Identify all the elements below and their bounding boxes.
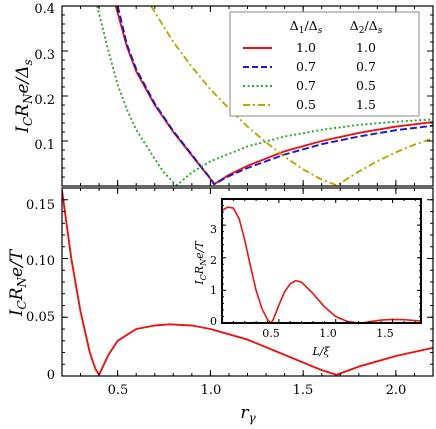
inset-x-axis-label: L/ξ — [311, 345, 330, 358]
inset-y-tick-label: 0 — [210, 315, 217, 328]
inset-y-tick-label: 1 — [210, 284, 217, 297]
bottom-x-tick-label: 0.5 — [108, 383, 129, 398]
bottom-tick-marks — [62, 187, 434, 377]
legend-header-d2: Δ2/Δs — [350, 18, 383, 36]
series-line-2 — [116, 6, 433, 186]
legend-row-4-d2: 1.5 — [356, 97, 376, 112]
series-line-3 — [96, 6, 433, 186]
legend-row-2-d2: 0.7 — [356, 59, 376, 74]
bottom-y-tick-label: 0.10 — [26, 254, 55, 269]
inset-y-axis-label: ICRNe/T — [193, 240, 208, 286]
top-series-group — [96, 6, 433, 186]
bottom-y-axis-label: ICRNe/T — [7, 248, 29, 317]
top-y-tick-label: 0.3 — [34, 48, 55, 63]
bottom-y-tick-label: 0.05 — [26, 310, 55, 325]
inset-tick-marks — [222, 198, 421, 324]
inset-plot-frame — [221, 198, 422, 324]
series-line-4 — [150, 6, 433, 186]
legend-box — [229, 11, 420, 117]
top-panel: 0.4 0.3 0.2 0.1 ICRNe/Δs Δ1/Δs Δ2/Δs 1.0… — [13, 2, 434, 187]
bottom-x-tick-label: 1.5 — [293, 383, 314, 398]
bottom-panel: 0.15 0.10 0.05 0 0.5 1.0 1.5 2.0 ICRNe/T… — [7, 187, 434, 425]
bottom-x-axis-label: rγ — [240, 403, 256, 425]
bottom-x-tick-label: 2.0 — [386, 383, 407, 398]
bottom-series-group — [62, 190, 433, 376]
legend-row-4-d1: 0.5 — [296, 97, 316, 112]
top-y-tick-label: 0.2 — [34, 93, 55, 108]
top-y-tick-label: 0.1 — [34, 138, 55, 153]
inset-x-tick-label: 1.5 — [376, 327, 394, 340]
series-line-1 — [62, 190, 433, 376]
top-tick-marks — [62, 5, 434, 186]
bottom-y-tick-label: 0 — [47, 368, 55, 383]
legend-row-1-d2: 1.0 — [356, 40, 376, 55]
inset-x-tick-label: 1.0 — [319, 327, 337, 340]
bottom-y-tick-label: 0.15 — [26, 198, 55, 213]
top-y-axis-label: ICRNe/Δs — [13, 59, 35, 133]
inset: 3 2 1 0 0.5 1.0 1.5 ICRNe/T L/ξ — [193, 198, 422, 358]
bottom-x-tick-label: 1.0 — [201, 383, 222, 398]
inset-x-tick-label: 0.5 — [262, 327, 280, 340]
legend-row-1-d1: 1.0 — [296, 40, 316, 55]
legend-row-3-d1: 0.7 — [296, 78, 316, 93]
inset-y-tick-label: 3 — [210, 223, 217, 236]
top-y-tick-label: 0.4 — [34, 2, 55, 17]
inset-y-tick-label: 2 — [210, 254, 217, 267]
legend-row-3-d2: 0.5 — [356, 78, 376, 93]
legend-header-d1: Δ1/Δs — [290, 18, 323, 36]
legend: Δ1/Δs Δ2/Δs 1.0 1.0 0.7 0.7 0.7 0.5 0.5 … — [229, 11, 420, 117]
legend-row-2-d1: 0.7 — [296, 59, 316, 74]
